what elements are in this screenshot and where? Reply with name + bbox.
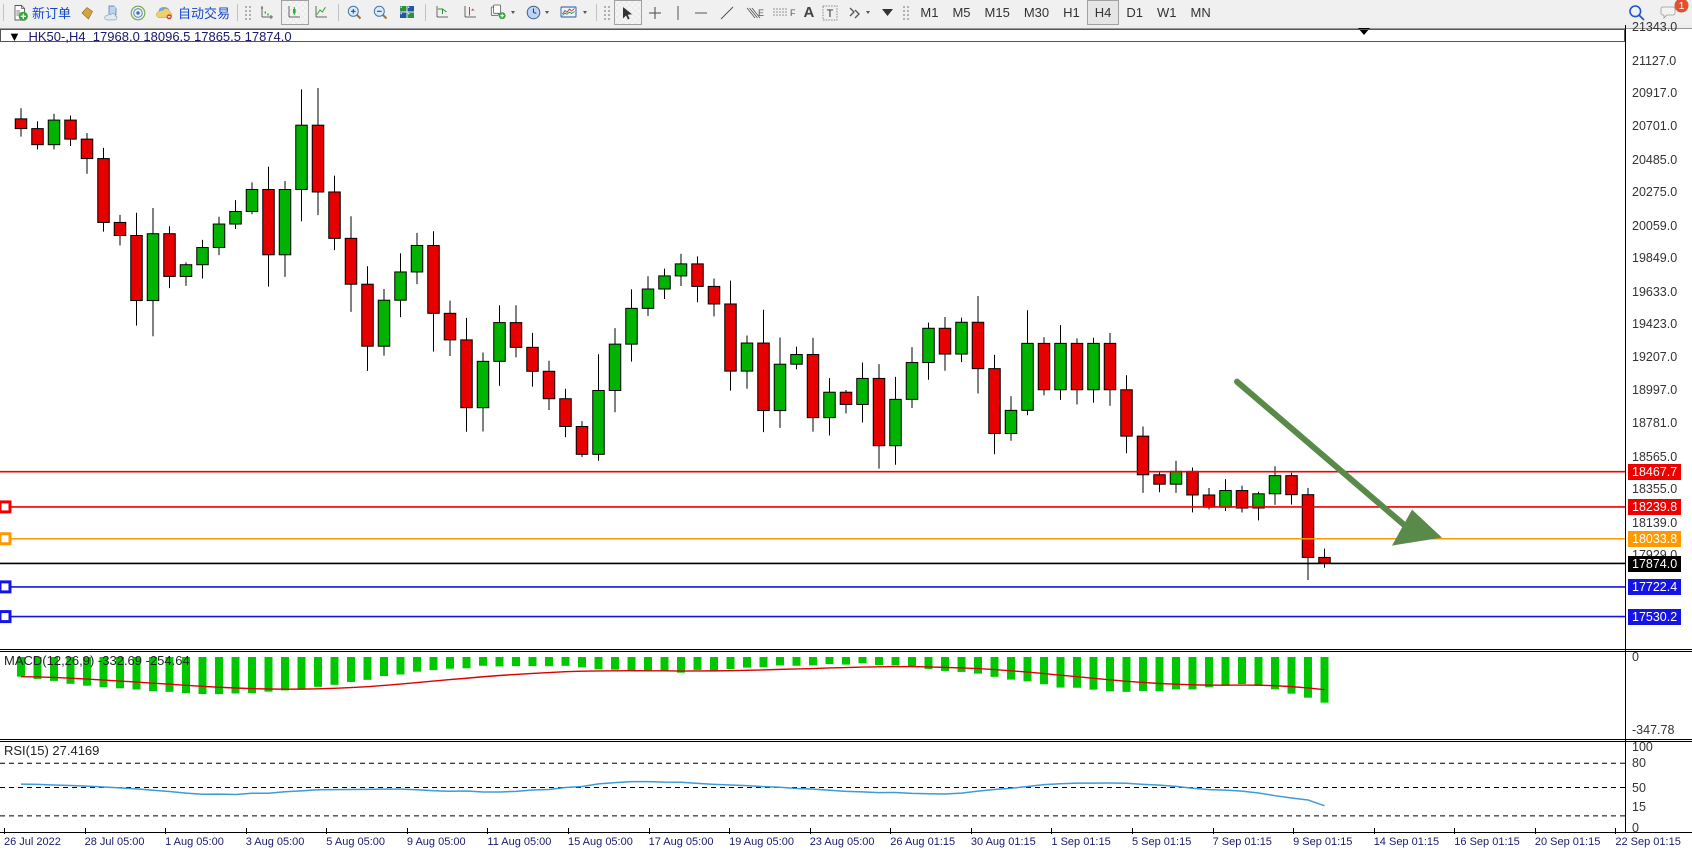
svg-text:T: T: [827, 8, 834, 20]
svg-text:1: 1: [1679, 1, 1685, 12]
